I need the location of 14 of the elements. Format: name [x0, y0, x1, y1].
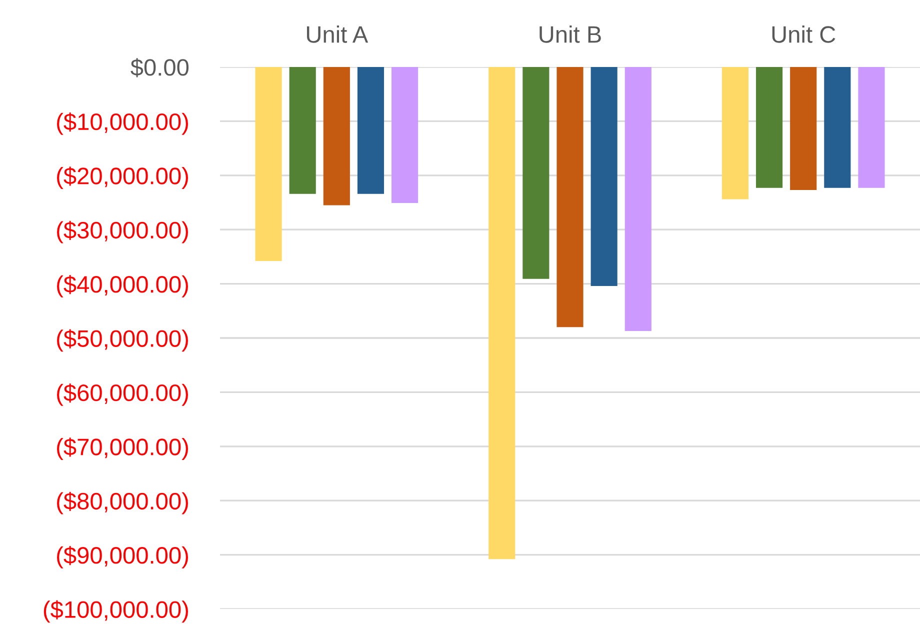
y-tick-label: ($60,000.00) [57, 383, 188, 406]
y-tick-label: ($30,000.00) [57, 220, 188, 244]
x-tick-label: Unit C [772, 26, 836, 43]
y-tick-label: ($100,000.00) [44, 600, 188, 623]
y-tick-label: $0.00 [130, 58, 189, 78]
x-tick-label: Unit B [540, 26, 601, 43]
y-tick-label: ($50,000.00) [57, 329, 188, 352]
y-tick-label: ($70,000.00) [57, 438, 188, 460]
y-tick-label: ($40,000.00) [57, 275, 188, 298]
y-tick-label: ($10,000.00) [57, 112, 188, 135]
y-tick-label: ($90,000.00) [57, 546, 188, 568]
x-tick-label: Unit A [306, 26, 368, 43]
y-tick-label: ($80,000.00) [57, 492, 188, 514]
y-tick-label: ($20,000.00) [57, 166, 188, 190]
